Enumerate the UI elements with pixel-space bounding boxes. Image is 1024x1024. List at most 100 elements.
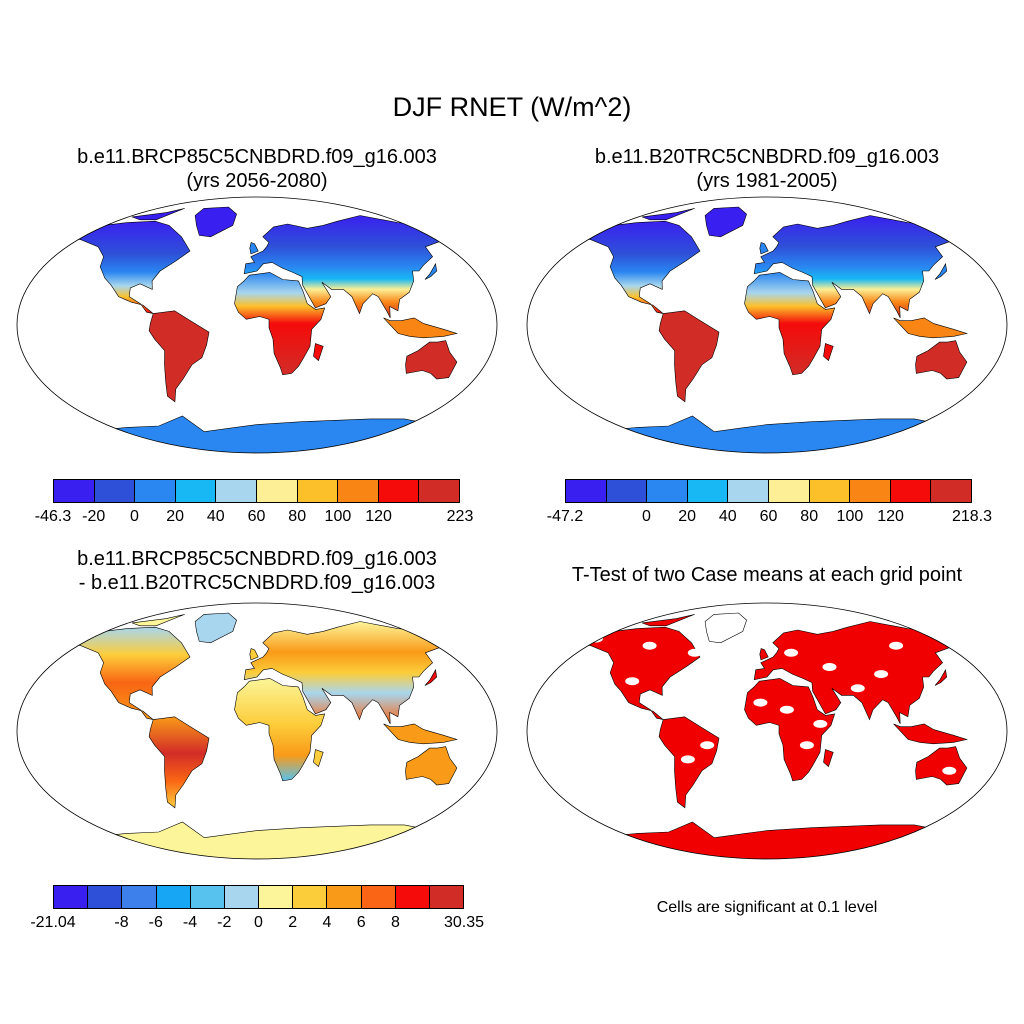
colorbar-tick-label: 120 — [877, 508, 904, 525]
panel3-title: b.e11.BRCP85C5CNBDRD.f09_g16.003 - b.e11… — [7, 547, 507, 595]
landmass-africa — [234, 678, 326, 782]
colorbar-swatch — [809, 480, 851, 502]
landmass-eurasia — [753, 215, 975, 319]
colorbar-tick-label: -6 — [148, 914, 163, 931]
landmass-britain — [249, 242, 259, 255]
landmass-britain — [249, 648, 259, 661]
landmass-africa — [744, 678, 836, 782]
panel2-title: b.e11.B20TRC5CNBDRD.f09_g16.003 (yrs 198… — [517, 145, 1017, 193]
nonsignificant-cell — [779, 705, 794, 714]
colorbar-tick-label: 60 — [759, 508, 778, 525]
nonsignificant-cell — [687, 648, 702, 657]
colorbar-tick-label: 223 — [446, 508, 474, 525]
colorbar-swatch — [419, 480, 459, 502]
landmass-japan — [934, 262, 948, 280]
colorbar-swatch — [293, 886, 328, 908]
colorbar-tick-label: 80 — [288, 508, 307, 525]
nonsignificant-cell — [850, 684, 865, 693]
colorbar-swatch — [259, 886, 294, 908]
nonsignificant-cell — [889, 641, 904, 650]
landmass-madagascar — [313, 749, 324, 768]
colorbar-swatch — [135, 480, 176, 502]
landmass-arctic — [641, 614, 695, 627]
colorbar-tick-label: 60 — [247, 508, 266, 525]
colorbar-tick-label: 80 — [800, 508, 819, 525]
colorbar-swatch — [94, 480, 136, 502]
panel1-title-line1: b.e11.BRCP85C5CNBDRD.f09_g16.003 — [77, 146, 437, 168]
colorbar-swatch — [566, 480, 607, 502]
nonsignificant-cell — [874, 670, 889, 679]
colorbar-swatch — [54, 480, 95, 502]
colorbar-swatch — [687, 480, 729, 502]
landmass-eurasia — [243, 621, 465, 725]
landmass-antarctica — [564, 821, 970, 859]
landmass-arctic — [131, 208, 185, 221]
landmass-arctic — [131, 614, 185, 627]
colorbar-swatch — [224, 886, 260, 908]
landmass-antarctica — [54, 821, 460, 859]
panel1-colorbar — [53, 479, 460, 503]
panel2-colorbar — [565, 479, 972, 503]
panel3-colorbar — [53, 885, 464, 909]
colorbar-tick-label: 6 — [356, 914, 366, 931]
nonsignificant-cell — [942, 766, 957, 775]
panel1-title-line2: (yrs 2056-2080) — [186, 170, 328, 192]
landmass-australia — [915, 340, 968, 380]
panel3-title-line2: - b.e11.B20TRC5CNBDRD.f09_g16.003 — [78, 572, 436, 594]
landmass-britain — [759, 242, 769, 255]
colorbar-tick-label: 218.3 — [951, 508, 993, 525]
nonsignificant-cell — [642, 641, 657, 650]
significance-note: Cells are significant at 0.1 level — [656, 899, 878, 916]
nonsignificant-cell — [680, 755, 695, 764]
colorbar-tick-label: 0 — [641, 508, 651, 525]
landmass-eurasia — [753, 621, 975, 725]
colorbar-swatch — [768, 480, 810, 502]
colorbar-swatch — [175, 480, 217, 502]
colorbar-swatch — [216, 480, 257, 502]
colorbar-swatch — [606, 480, 648, 502]
landmass-japan — [424, 262, 438, 280]
colorbar-tick-label: 30.35 — [443, 914, 485, 931]
landmass-madagascar — [313, 343, 324, 362]
colorbar-swatch — [395, 886, 430, 908]
colorbar-swatch — [297, 480, 339, 502]
nonsignificant-cell — [813, 719, 828, 728]
panel1-title: b.e11.BRCP85C5CNBDRD.f09_g16.003 (yrs 20… — [7, 145, 507, 193]
colorbar-tick-label: 8 — [391, 914, 400, 931]
landmass-northAmerica — [64, 626, 191, 720]
colorbar-tick-label: -4 — [182, 914, 198, 931]
landmass-indonesia — [893, 723, 968, 745]
colorbar-swatch — [190, 886, 225, 908]
colorbar-swatch — [429, 886, 464, 908]
landmass-japan — [934, 668, 948, 686]
landmass-greenland — [704, 612, 747, 644]
landmass-northAmerica — [64, 220, 191, 314]
landmass-japan — [424, 668, 438, 686]
panel2-title-line1: b.e11.B20TRC5CNBDRD.f09_g16.003 — [594, 146, 940, 168]
landmass-indonesia — [383, 723, 458, 745]
nonsignificant-cell — [799, 741, 814, 750]
landmass-indonesia — [893, 317, 968, 339]
landmass-madagascar — [823, 343, 834, 362]
landmass-northAmerica — [574, 626, 701, 720]
landmass-britain — [759, 648, 769, 661]
landmass-antarctica — [564, 415, 970, 453]
landmass-southAmerica — [658, 310, 720, 403]
landmass-southAmerica — [148, 716, 210, 809]
colorbar-swatch — [850, 480, 891, 502]
colorbar-swatch — [378, 480, 420, 502]
colorbar-tick-label: 20 — [166, 508, 184, 525]
colorbar-tick-label: 4 — [322, 914, 332, 931]
colorbar-swatch — [54, 886, 89, 908]
landmass-northAmerica — [574, 220, 701, 314]
nonsignificant-cell — [625, 677, 640, 686]
panel3-map — [16, 602, 498, 860]
nonsignificant-cell — [700, 741, 715, 750]
nonsignificant-cell — [822, 663, 837, 671]
colorbar-tick-label: 40 — [718, 508, 737, 525]
landmass-africa — [744, 272, 836, 376]
landmass-indonesia — [383, 317, 458, 339]
map-border — [526, 602, 1008, 860]
panel4-title: T-Test of two Case means at each grid po… — [571, 564, 963, 586]
map-border — [16, 196, 498, 454]
